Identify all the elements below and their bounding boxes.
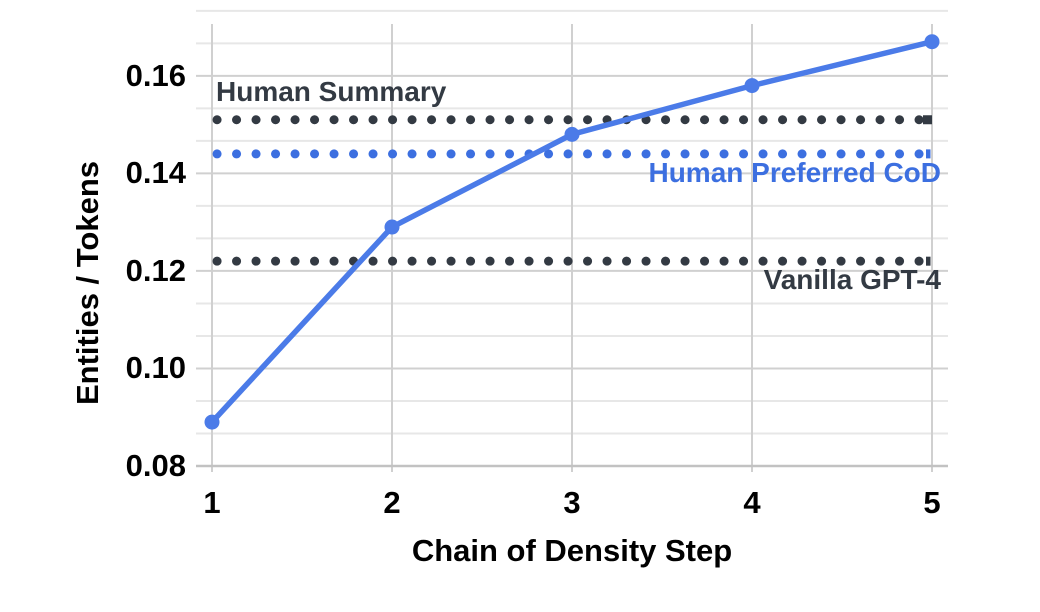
x-axis-title: Chain of Density Step	[411, 533, 733, 568]
reference-line-endcap-human-summary	[923, 115, 932, 125]
y-tick-label-0.14: 0.14	[125, 155, 186, 191]
data-point-step-4	[744, 78, 760, 94]
x-tick-label-5: 5	[923, 485, 941, 520]
reference-line-endcap-human-preferred-cod	[926, 149, 931, 159]
y-tick-label-0.16: 0.16	[125, 57, 186, 93]
data-point-step-1	[204, 414, 220, 430]
label-vanilla-gpt4: Vanilla GPT-4	[763, 264, 941, 296]
data-point-step-2	[384, 219, 400, 235]
reference-line-endcap-vanilla-gpt4	[926, 256, 931, 266]
label-human-summary: Human Summary	[216, 75, 447, 107]
y-tick-label-0.12: 0.12	[125, 252, 186, 288]
x-tick-label-4: 4	[743, 485, 761, 520]
x-tick-label-3: 3	[563, 485, 581, 520]
data-point-step-5	[924, 34, 940, 50]
x-tick-label-1: 1	[203, 485, 221, 520]
data-point-step-3	[564, 126, 580, 142]
x-tick-label-2: 2	[383, 485, 401, 520]
y-tick-label-0.08: 0.08	[125, 448, 186, 483]
label-human-preferred-cod: Human Preferred CoD	[648, 156, 941, 188]
y-tick-label-0.10: 0.10	[125, 350, 186, 386]
